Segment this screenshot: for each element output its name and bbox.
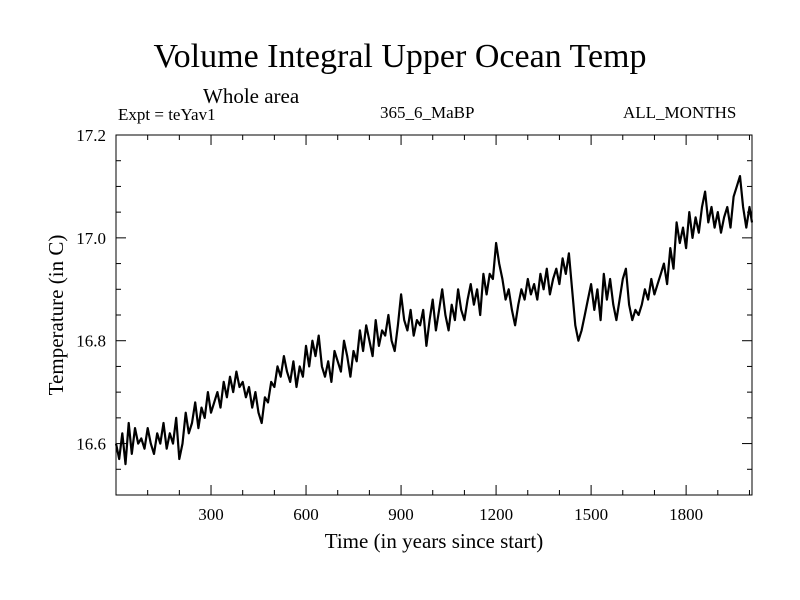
series-line [114, 175, 754, 466]
plot-frame [115, 134, 753, 496]
experiment-annotation: Expt = teYav1 [118, 105, 216, 124]
chart-subtitle: Whole area [203, 84, 300, 108]
x-tick-label: 600 [293, 505, 319, 524]
chart-title: Volume Integral Upper Ocean Temp [153, 38, 647, 75]
x-tick-label: 1500 [574, 505, 608, 524]
y-tick-label: 17.2 [76, 126, 106, 145]
x-tick-label: 900 [388, 505, 414, 524]
axis-ticks [116, 135, 752, 495]
x-tick-label: 1800 [669, 505, 703, 524]
x-tick-label: 1200 [479, 505, 513, 524]
y-tick-label: 16.6 [76, 435, 106, 454]
months-annotation: ALL_MONTHS [623, 103, 737, 122]
run-annotation: 365_6_MaBP [380, 103, 475, 122]
tick-labels: 300 600 900 1200 1500 1800 16.6 16.8 17.0 17.2 [76, 126, 703, 524]
x-axis-label: Time (in years since start) [325, 529, 544, 553]
y-axis-label: Temperature (in C) [44, 235, 68, 396]
y-tick-label: 17.0 [76, 229, 106, 248]
y-tick-label: 16.8 [76, 332, 106, 351]
x-tick-label: 300 [198, 505, 224, 524]
